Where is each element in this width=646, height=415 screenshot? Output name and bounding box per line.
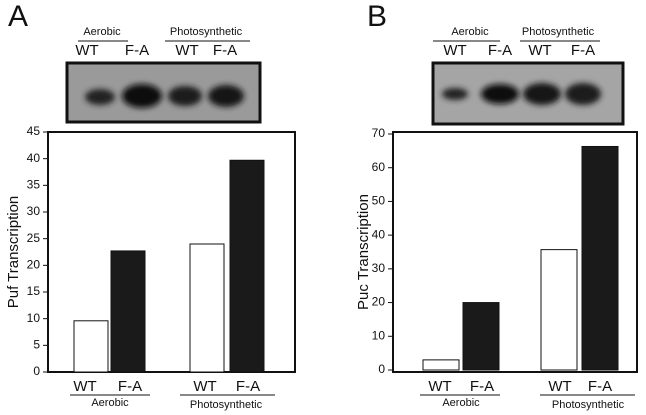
y-axis-label: Puf Transcription	[5, 196, 22, 309]
y-tick-label: 20	[372, 295, 386, 309]
y-tick-label: 30	[372, 261, 386, 275]
bar	[110, 250, 146, 373]
bar	[189, 243, 225, 373]
y-tick-label: 10	[372, 328, 386, 342]
group-label: Aerobic	[442, 397, 480, 409]
y-tick-label: 60	[372, 160, 386, 174]
y-tick-label: 40	[372, 227, 386, 241]
y-tick-label: 0	[33, 364, 40, 378]
bar	[229, 159, 265, 373]
bar	[462, 302, 500, 371]
blot-b	[431, 61, 625, 126]
group-label: Photosynthetic	[190, 399, 263, 411]
x-tick-label: WT	[428, 378, 451, 395]
y-tick-label: 45	[27, 124, 41, 138]
x-tick-label: WT	[73, 378, 96, 395]
blot-lane-label: F-A	[125, 42, 149, 59]
y-tick-label: 25	[27, 231, 41, 245]
x-tick-label: F-A	[118, 378, 142, 395]
panel-label: B	[367, 0, 387, 33]
blot-group-label: Aerobic	[451, 26, 489, 38]
bar	[540, 249, 578, 371]
y-tick-label: 20	[27, 258, 41, 272]
y-tick-label: 10	[27, 311, 41, 325]
blot-group-label: Photosynthetic	[522, 26, 595, 38]
blot-lane-label: F-A	[213, 42, 237, 59]
y-tick-label: 40	[27, 151, 41, 165]
bar	[422, 359, 460, 371]
x-tick-label: WT	[193, 378, 216, 395]
x-tick-label: WT	[548, 378, 571, 395]
group-label: Photosynthetic	[552, 399, 625, 411]
blot-lane-label: WT	[75, 42, 98, 59]
plot-frame	[47, 131, 296, 373]
x-tick-label: F-A	[470, 378, 494, 395]
y-tick-label: 0	[378, 362, 385, 376]
blot-lane-label: WT	[443, 42, 466, 59]
blot-lane-label: F-A	[488, 42, 512, 59]
plot-frame	[392, 131, 638, 373]
bar	[581, 145, 619, 371]
x-tick-label: F-A	[236, 378, 260, 395]
blot-group-label: Photosynthetic	[170, 26, 243, 38]
panel-label: A	[8, 0, 28, 33]
blot-lane-label: WT	[528, 42, 551, 59]
y-tick-label: 15	[27, 284, 41, 298]
bar	[73, 320, 109, 373]
group-label: Aerobic	[91, 397, 129, 409]
blot-lane-label: F-A	[571, 42, 595, 59]
y-tick-label: 30	[27, 204, 41, 218]
y-tick-label: 5	[33, 338, 40, 352]
y-tick-label: 35	[27, 178, 41, 192]
y-tick-label: 70	[372, 126, 386, 140]
y-axis-label: Puc Transcription	[355, 194, 372, 310]
blot-lane-label: WT	[175, 42, 198, 59]
blot-a	[65, 61, 262, 124]
x-tick-label: F-A	[588, 378, 612, 395]
blot-group-label: Aerobic	[83, 26, 121, 38]
y-tick-label: 50	[372, 194, 386, 208]
